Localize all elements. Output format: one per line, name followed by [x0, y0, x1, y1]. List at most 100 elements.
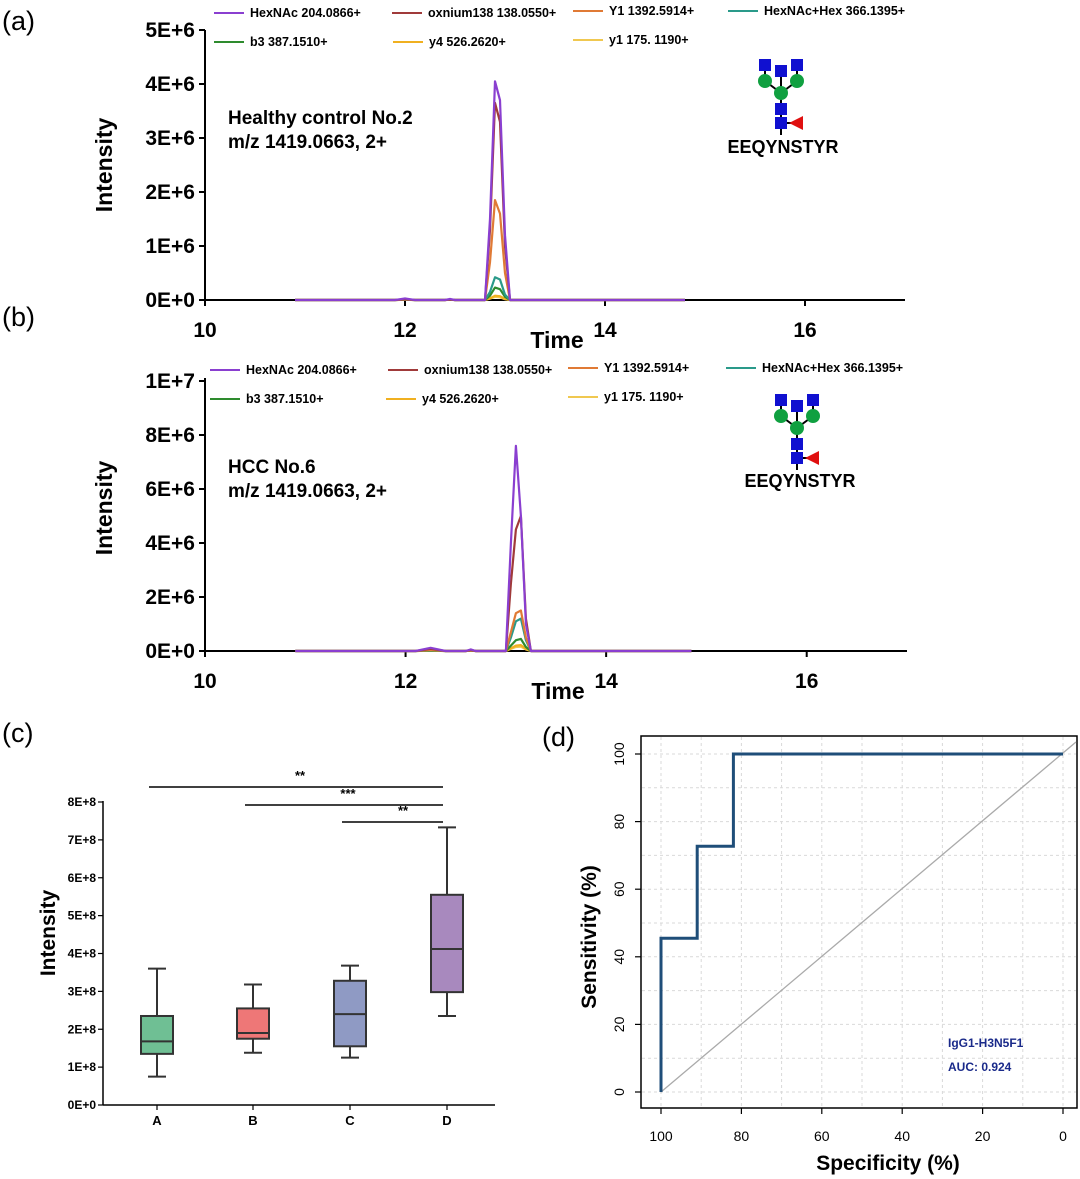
glcnac-square-icon — [791, 438, 803, 450]
y-tick-label: 40 — [611, 949, 627, 965]
legend-label: b3 387.1510+ — [250, 35, 328, 49]
series-line — [295, 637, 692, 653]
mannose-circle-icon — [790, 421, 804, 435]
panel-a-xlabel: Time — [530, 327, 583, 353]
legend-label: Y1 1392.5914+ — [609, 4, 694, 18]
panel-a-glycan-structure — [758, 59, 804, 135]
panel-d-grid — [642, 737, 1076, 1107]
y-tick-label: 6E+8 — [68, 871, 97, 885]
glcnac-square-icon — [775, 65, 787, 77]
panel-a-ylabel: Intensity — [91, 118, 117, 213]
panel-a-annotation-sample: Healthy control No.2 — [228, 108, 413, 129]
y-tick-label: 80 — [611, 814, 627, 830]
box-D — [430, 893, 464, 994]
y-tick-label: 3E+8 — [68, 984, 97, 998]
panel-b-xticks: 10 12 14 16 — [193, 651, 818, 693]
x-tick-label: A — [152, 1113, 162, 1128]
x-tick-label: 60 — [814, 1128, 830, 1144]
panel-b-xlabel: Time — [531, 678, 584, 704]
y-tick-label: 0E+0 — [145, 640, 195, 663]
panel-d-plot-frame — [640, 735, 1078, 1109]
panel-a-series — [295, 80, 685, 302]
legend-label: oxnium138 138.0550+ — [428, 6, 556, 20]
x-tick-label: 40 — [894, 1128, 910, 1144]
glcnac-square-icon — [775, 394, 787, 406]
panel-d-letter: (d) — [542, 722, 575, 752]
series-line — [295, 444, 692, 653]
mannose-circle-icon — [774, 409, 788, 423]
series-line — [295, 617, 692, 653]
x-tick-label: 12 — [393, 319, 416, 342]
panel-b: (b) HexNAc 204.0866+ oxnium138 138.0550+ Y… — [2, 302, 907, 704]
glcnac-square-icon — [775, 117, 787, 129]
panel-d-xticks: 100 80 60 40 20 0 — [649, 1108, 1067, 1144]
y-tick-label: 5E+8 — [68, 909, 97, 923]
panel-b-peptide: EEQYNSTYR — [744, 471, 855, 491]
box-A — [140, 1014, 174, 1055]
y-tick-label: 2E+6 — [145, 181, 195, 204]
y-tick-label: 20 — [611, 1016, 627, 1032]
y-tick-label: 7E+8 — [68, 833, 97, 847]
legend-label: Y1 1392.5914+ — [604, 361, 689, 375]
x-tick-label: D — [442, 1113, 451, 1128]
legend-label: HexNAc 204.0866+ — [250, 6, 361, 20]
panel-d: (d) 0 20 40 60 80 100 100 80 60 40 20 0 Sensitivit… — [542, 722, 1078, 1175]
x-tick-label: 20 — [975, 1128, 991, 1144]
legend-label: y1 175. 1190+ — [609, 33, 689, 47]
x-tick-label: C — [345, 1113, 355, 1128]
panel-b-annotation-mz: m/z 1419.0663, 2+ — [228, 481, 387, 502]
panel-c: (c) Intensity 0E+0 1E+8 2E+8 3E+8 4E+8 5E+8 6E… — [2, 718, 495, 1128]
mannose-circle-icon — [758, 74, 772, 88]
series-line — [295, 80, 685, 302]
y-tick-label: 4E+8 — [68, 947, 97, 961]
panel-a-annotation-mz: m/z 1419.0663, 2+ — [228, 132, 387, 153]
y-tick-label: 5E+6 — [145, 19, 195, 42]
y-tick-label: 60 — [611, 881, 627, 897]
legend-label: y4 526.2620+ — [422, 392, 499, 406]
significance-label: *** — [340, 786, 356, 801]
y-tick-label: 0E+0 — [68, 1098, 97, 1112]
x-tick-label: 14 — [594, 670, 618, 693]
y-tick-label: 4E+6 — [145, 73, 195, 96]
y-tick-label: 2E+6 — [145, 586, 195, 609]
panel-c-ylabel: Intensity — [37, 890, 60, 977]
series-line — [295, 609, 692, 653]
mannose-circle-icon — [790, 74, 804, 88]
x-tick-label: 14 — [593, 319, 617, 342]
mannose-circle-icon — [774, 86, 788, 100]
y-tick-label: 8E+6 — [145, 424, 195, 447]
panel-c-xticks: A B C D — [152, 1105, 452, 1128]
glcnac-square-icon — [791, 400, 803, 412]
glcnac-square-icon — [775, 103, 787, 115]
panel-d-xlabel: Specificity (%) — [816, 1152, 960, 1175]
y-tick-label: 0E+0 — [145, 289, 195, 312]
panel-c-letter: (c) — [2, 718, 33, 748]
glcnac-square-icon — [791, 59, 803, 71]
y-tick-label: 2E+8 — [68, 1022, 97, 1036]
x-tick-label: B — [248, 1113, 257, 1128]
fucose-triangle-icon — [805, 451, 819, 465]
x-tick-label: 10 — [193, 319, 216, 342]
glcnac-square-icon — [759, 59, 771, 71]
legend-label: oxnium138 138.0550+ — [424, 363, 552, 377]
panel-a-yticks: 0E+0 1E+6 2E+6 3E+6 4E+6 5E+6 — [145, 19, 205, 312]
y-tick-label: 0 — [611, 1088, 627, 1096]
fucose-triangle-icon — [789, 116, 803, 130]
x-tick-label: 80 — [734, 1128, 750, 1144]
panel-a-legend: HexNAc 204.0866+ oxnium138 138.0550+ Y1 13… — [214, 4, 905, 49]
x-tick-label: 12 — [394, 670, 417, 693]
y-tick-label: 3E+6 — [145, 127, 195, 150]
y-tick-label: 4E+6 — [145, 532, 195, 555]
y-tick-label: 100 — [611, 742, 627, 766]
panel-d-roc-curve — [659, 752, 1063, 1092]
y-tick-label: 8E+8 — [68, 795, 97, 809]
panel-b-yticks: 0E+0 2E+6 4E+6 6E+6 8E+6 1E+7 — [145, 370, 205, 663]
series-line — [295, 514, 692, 653]
box-B — [236, 1007, 270, 1040]
legend-label: HexNAc+Hex 366.1395+ — [764, 4, 905, 18]
panel-d-ylabel: Sensitivity (%) — [578, 865, 601, 1009]
panel-b-legend: HexNAc 204.0866+ oxnium138 138.0550+ Y1 13… — [210, 361, 903, 406]
legend-label: HexNAc+Hex 366.1395+ — [762, 361, 903, 375]
y-tick-label: 1E+7 — [145, 370, 195, 393]
